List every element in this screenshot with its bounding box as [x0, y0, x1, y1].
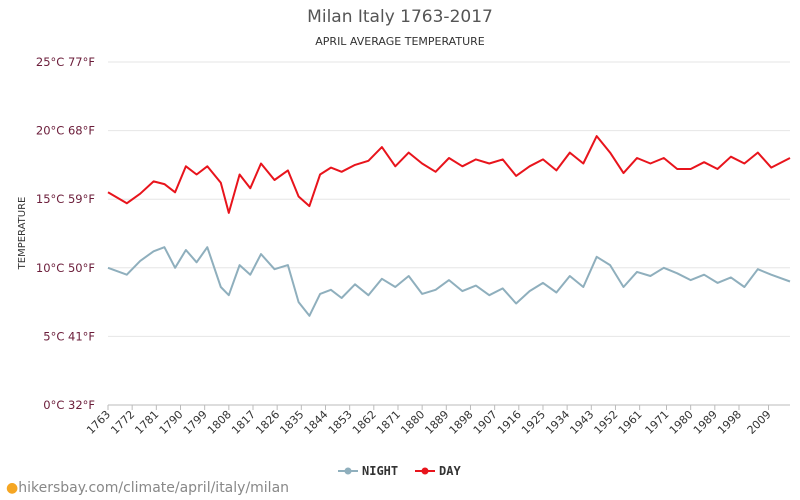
x-tick-label: 1808 — [205, 408, 234, 437]
x-tick-label: 1835 — [277, 408, 306, 437]
legend[interactable]: NIGHT DAY — [338, 464, 461, 478]
x-tick-label: 1998 — [715, 408, 744, 437]
y-tick-label: 25°C 77°F — [36, 55, 95, 69]
x-tick-label: 1989 — [691, 408, 720, 437]
grid — [108, 61, 790, 406]
x-tick-label: 1898 — [447, 408, 476, 437]
legend-item-day[interactable]: DAY — [415, 464, 461, 478]
x-tick-label: 1781 — [132, 408, 161, 437]
watermark-text: hikersbay.com/climate/april/italy/milan — [18, 480, 290, 496]
x-tick-label: 1880 — [398, 408, 427, 437]
y-tick-label: 5°C 41°F — [43, 329, 95, 343]
x-tick-label: 1943 — [567, 408, 596, 437]
y-tick-label: 10°C 50°F — [36, 261, 95, 275]
x-tick-label: 1961 — [616, 408, 645, 437]
x-tick-label: 1826 — [253, 408, 282, 437]
x-tick-label: 1980 — [667, 408, 696, 437]
series-night — [107, 246, 791, 317]
x-tick-label: 1871 — [374, 408, 403, 437]
x-tick-label: 1763 — [84, 408, 113, 437]
x-tick-label: 1817 — [229, 408, 258, 437]
chart-subtitle: APRIL AVERAGE TEMPERATURE — [315, 35, 485, 48]
legend-night-label: NIGHT — [362, 464, 398, 478]
x-tick-label: 1934 — [543, 408, 572, 437]
series-line-day — [107, 135, 791, 214]
x-tick-label: 1862 — [350, 408, 379, 437]
legend-day-marker — [421, 467, 429, 475]
x-tick-label: 1925 — [519, 408, 548, 437]
x-tick-label: 1790 — [157, 408, 186, 437]
y-axis-label: TEMPERATURE — [17, 197, 28, 271]
y-tick-label: 15°C 59°F — [36, 192, 95, 206]
x-tick-label: 1907 — [471, 408, 500, 437]
x-tick-label: 1952 — [592, 408, 621, 437]
chart-title: Milan Italy 1763-2017 — [307, 7, 493, 27]
x-tick-label: 1853 — [326, 408, 355, 437]
x-tick-label: 1889 — [422, 408, 451, 437]
x-tick-label: 1971 — [643, 408, 672, 437]
y-tick-label: 0°C 32°F — [43, 398, 95, 412]
legend-item-night[interactable]: NIGHT — [338, 464, 398, 478]
x-tick-label: 1799 — [181, 408, 210, 437]
x-tick-label: 1916 — [495, 408, 524, 437]
x-tick-label: 1772 — [108, 408, 137, 437]
y-axis-ticks: 0°C 32°F 5°C 41°F 10°C 50°F 15°C 59°F 20°C 6… — [36, 55, 95, 412]
legend-night-marker — [344, 467, 352, 475]
series-day — [107, 135, 791, 214]
watermark-link[interactable]: ●hikersbay.com/climate/april/italy/milan — [6, 480, 289, 496]
y-tick-label: 20°C 68°F — [36, 124, 95, 138]
series — [107, 135, 791, 317]
series-line-night — [107, 246, 791, 317]
location-pin-icon: ● — [6, 480, 19, 496]
x-tick-label: 2009 — [745, 408, 774, 437]
x-tick-label: 1844 — [302, 408, 331, 437]
x-axis-ticks: 1763177217811790179918081817182618351844… — [84, 405, 774, 437]
legend-day-label: DAY — [439, 464, 461, 478]
